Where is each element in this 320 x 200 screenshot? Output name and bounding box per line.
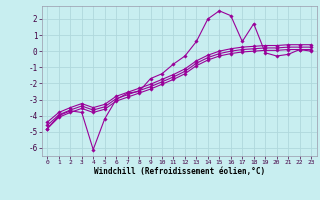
X-axis label: Windchill (Refroidissement éolien,°C): Windchill (Refroidissement éolien,°C): [94, 167, 265, 176]
